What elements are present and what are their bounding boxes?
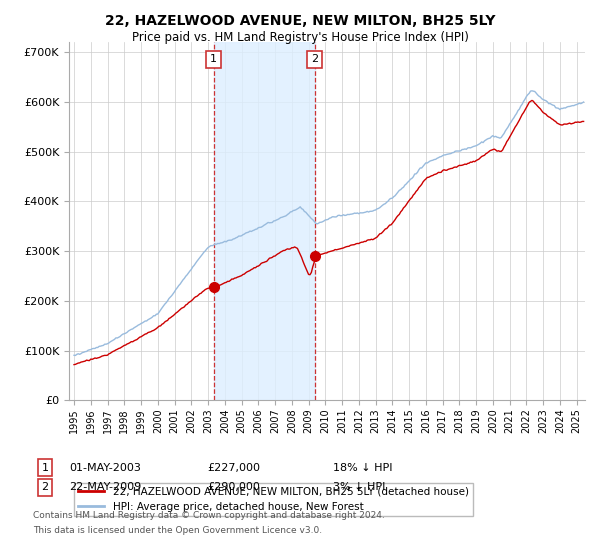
Text: 22, HAZELWOOD AVENUE, NEW MILTON, BH25 5LY: 22, HAZELWOOD AVENUE, NEW MILTON, BH25 5…	[105, 14, 495, 28]
Bar	[214, 42, 315, 400]
Legend: 22, HAZELWOOD AVENUE, NEW MILTON, BH25 5LY (detached house), HPI: Average price,: 22, HAZELWOOD AVENUE, NEW MILTON, BH25 5…	[74, 483, 473, 516]
Text: 2: 2	[41, 482, 49, 492]
Text: 01-MAY-2003: 01-MAY-2003	[69, 463, 141, 473]
Text: 1: 1	[41, 463, 49, 473]
Text: Price paid vs. HM Land Registry's House Price Index (HPI): Price paid vs. HM Land Registry's House …	[131, 31, 469, 44]
Text: 3% ↓ HPI: 3% ↓ HPI	[333, 482, 385, 492]
Text: This data is licensed under the Open Government Licence v3.0.: This data is licensed under the Open Gov…	[33, 526, 322, 535]
Text: 18% ↓ HPI: 18% ↓ HPI	[333, 463, 392, 473]
Text: 1: 1	[210, 54, 217, 64]
Text: Contains HM Land Registry data © Crown copyright and database right 2024.: Contains HM Land Registry data © Crown c…	[33, 511, 385, 520]
Text: £290,000: £290,000	[207, 482, 260, 492]
Text: 22-MAY-2009: 22-MAY-2009	[69, 482, 141, 492]
Text: £227,000: £227,000	[207, 463, 260, 473]
Text: 2: 2	[311, 54, 319, 64]
